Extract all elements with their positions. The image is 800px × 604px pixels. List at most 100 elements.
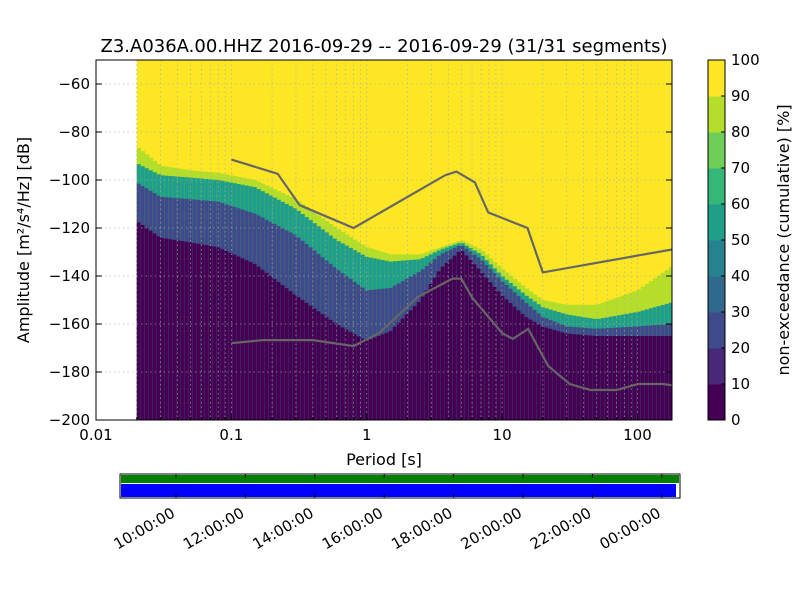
heatmap-cell [200, 244, 206, 420]
heatmap-cell [576, 334, 582, 420]
y-tick-label: −80 [58, 123, 90, 141]
y-tick-label: −60 [58, 75, 90, 93]
heatmap-cell [396, 322, 402, 420]
heatmap-cell [468, 259, 474, 420]
x-tick-label: 1 [362, 426, 372, 444]
heatmap-cell [432, 277, 438, 420]
heatmap-cell [260, 269, 266, 420]
heatmap-cell [668, 336, 672, 420]
colorbar-segment [708, 132, 725, 169]
heatmap-cell [228, 252, 234, 420]
heatmap-cell [592, 335, 598, 420]
heatmap-cell [528, 319, 534, 420]
heatmap-cell [524, 317, 530, 420]
heatmap-cell [316, 311, 322, 420]
heatmap-cell [648, 336, 654, 420]
heatmap-cell [436, 271, 442, 420]
heatmap-cell [216, 247, 222, 420]
heatmap-cell [464, 255, 470, 420]
heatmap-cell [456, 251, 462, 420]
timeline-tick-label: 12:00:00 [180, 504, 247, 553]
heatmap-cell [584, 335, 590, 420]
y-tick-label: −120 [49, 219, 90, 237]
heatmap-cell [152, 233, 158, 420]
heatmap-cell [532, 321, 538, 420]
heatmap-cell [352, 334, 358, 420]
heatmap-cell [204, 245, 210, 420]
heatmap-cell [276, 282, 282, 420]
heatmap-cell [424, 290, 430, 420]
heatmap-cell [512, 306, 518, 420]
heatmap-cell [356, 336, 362, 420]
colorbar-segment [708, 60, 725, 97]
colorbar-tick-label: 20 [731, 339, 750, 357]
heatmap-cell [488, 282, 494, 420]
heatmap-cell [168, 239, 174, 420]
y-tick-label: −140 [49, 267, 90, 285]
heatmap-cell [480, 273, 486, 420]
heatmap-cell [172, 239, 178, 420]
heatmap-cell [220, 249, 226, 420]
heatmap-cell [300, 300, 306, 420]
heatmap-cell [272, 278, 278, 420]
heatmap-cell [644, 336, 650, 420]
colorbar-segment [708, 168, 725, 205]
heatmap-cell [620, 336, 626, 420]
colorbar-tick-label: 30 [731, 303, 750, 321]
heatmap-cell [652, 336, 658, 420]
heatmap-cell [632, 336, 638, 420]
y-axis-ticks: −60 −80 −100 −120 −140 −160 −180 −200 [49, 75, 672, 429]
heatmap-cell [604, 336, 610, 420]
colorbar-tick-label: 60 [731, 195, 750, 213]
heatmap-cell [656, 336, 662, 420]
heatmap-cell [192, 243, 198, 420]
x-tick-label: 100 [623, 426, 652, 444]
heatmap-cell [404, 314, 410, 420]
heatmap-cell [180, 241, 186, 420]
heatmap-cell [368, 339, 374, 420]
heatmap-cell [660, 336, 666, 420]
heatmap-cell [324, 316, 330, 420]
heatmap-cell [472, 264, 478, 420]
heatmap-cell [484, 277, 490, 420]
timeline-data-coverage [121, 475, 679, 483]
timeline-tick-label: 16:00:00 [319, 504, 386, 553]
timeline-tick-label: 14:00:00 [249, 504, 316, 553]
timeline-tick-label: 18:00:00 [388, 504, 455, 553]
heatmap-cell [636, 336, 642, 420]
heatmap-cell [600, 336, 606, 420]
heatmap-cell [548, 328, 554, 420]
colorbar-segment [708, 384, 725, 421]
heatmap-cell [500, 295, 506, 420]
colorbar-label: non-exceedance (cumulative) [%] [774, 104, 793, 375]
grid-lines [96, 60, 672, 420]
x-tick-label: 10 [493, 426, 512, 444]
heatmap-cell [640, 336, 646, 420]
colorbar-segment [708, 348, 725, 385]
series-line-nlnm [231, 277, 672, 392]
heatmap-cell [568, 333, 574, 420]
heatmap-cell [540, 326, 546, 420]
y-tick-label: −100 [49, 171, 90, 189]
x-axis-label: Period [s] [346, 450, 422, 469]
heatmap-cell [312, 308, 318, 420]
heatmap-cell [628, 336, 634, 420]
colorbar-segment [708, 276, 725, 313]
heatmap-cell [428, 283, 434, 420]
heatmap-cell [476, 268, 482, 420]
heatmap-cell [156, 236, 162, 420]
heatmap-cell [400, 318, 406, 420]
heatmap-cell [420, 296, 426, 420]
heatmap-cell [372, 337, 378, 420]
colorbar-segment [708, 204, 725, 241]
heatmap-cell [196, 243, 202, 420]
heatmap-cell [296, 297, 302, 420]
heatmap-cell [284, 288, 290, 420]
x-tick-label: 0.1 [219, 426, 243, 444]
y-tick-label: −160 [49, 315, 90, 333]
colorbar-tick-label: 80 [731, 123, 750, 141]
heatmap-cell [244, 260, 250, 420]
colorbar-ticks: 0 10 20 30 40 50 60 70 80 90 100 [721, 51, 760, 429]
heatmap-cell [596, 336, 602, 420]
